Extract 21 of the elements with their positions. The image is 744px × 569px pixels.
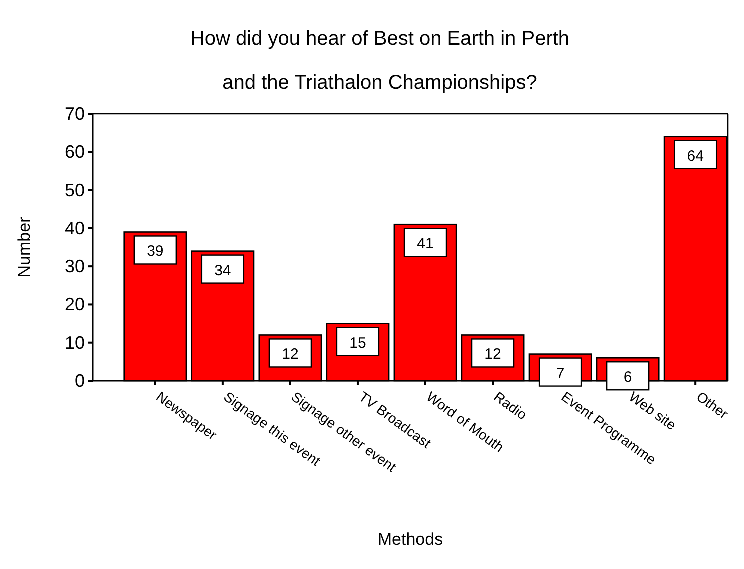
y-tick-label: 70 <box>64 104 85 124</box>
data-label: 15 <box>350 334 366 352</box>
y-tick-label: 40 <box>64 218 85 238</box>
data-label: 6 <box>624 369 632 386</box>
data-label: 39 <box>147 243 164 260</box>
y-axis-title: Number <box>15 216 34 278</box>
y-tick-label: 0 <box>74 371 85 391</box>
y-tick-label: 20 <box>64 294 85 315</box>
chart-title: How did you hear of Best on Earth in Perth and the Triathalon Championships? <box>190 28 570 94</box>
y-tick-label: 60 <box>64 142 85 162</box>
y-tick-label: 50 <box>64 180 85 200</box>
data-label: 34 <box>214 262 232 280</box>
x-axis-title: Methods <box>378 530 444 549</box>
data-label: 7 <box>556 365 565 382</box>
y-tick-label: 10 <box>64 332 85 353</box>
y-tick-label: 30 <box>64 256 85 277</box>
data-label: 41 <box>417 236 434 253</box>
data-label: 12 <box>484 346 502 364</box>
data-label: 64 <box>687 148 704 165</box>
data-label: 12 <box>282 346 299 364</box>
x-tick-label: Web site <box>626 388 680 434</box>
